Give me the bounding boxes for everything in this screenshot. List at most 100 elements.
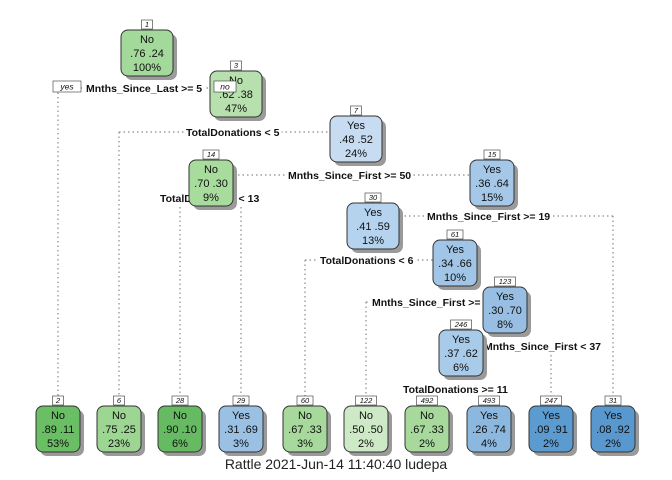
node-percentage: 6%	[453, 362, 469, 374]
node-probabilities: .67 .33	[410, 424, 444, 436]
node-number-box	[364, 192, 382, 203]
split-label-bg	[84, 82, 205, 96]
node-box	[404, 405, 450, 453]
node-number-box	[52, 395, 64, 406]
node-box	[188, 159, 234, 207]
node-class-label: No	[204, 164, 218, 176]
node-box	[282, 405, 328, 453]
node-number: 492	[421, 396, 434, 405]
split-label-bg	[184, 126, 282, 140]
node-box	[96, 405, 142, 453]
node-probabilities: .50 .50	[349, 424, 383, 436]
node-percentage: 15%	[481, 192, 503, 204]
svg-text:yes: yes	[59, 82, 74, 92]
node-class-label: No	[51, 410, 65, 422]
node-number-box	[478, 395, 500, 406]
node-box	[466, 405, 512, 453]
node-number-box	[202, 149, 220, 160]
node-box	[218, 405, 264, 453]
tree-node-6: 6 No .75 .25 23%	[96, 395, 145, 456]
tree-node-492: 492 No .67 .33 2%	[404, 395, 453, 456]
node-number: 7	[354, 106, 359, 115]
footer-caption: Rattle 2021-Jun-14 11:40:40 ludepa	[224, 456, 448, 472]
node-box	[346, 202, 400, 250]
tree-node-60: 60 No .67 .33 3%	[282, 395, 331, 456]
node-percentage: 23%	[108, 438, 130, 450]
node-probabilities: .26 .74	[472, 424, 506, 436]
node-probabilities: .30 .70	[488, 305, 522, 317]
node-percentage: 10%	[444, 272, 466, 284]
node-number: 123	[499, 277, 512, 286]
tree-node-28: 28 No .90 .10 6%	[157, 395, 206, 456]
node-probabilities: .48 .52	[339, 134, 373, 146]
node-class-label: Yes	[452, 334, 470, 346]
node-probabilities: .89 .11	[42, 424, 75, 436]
node-box	[482, 286, 528, 334]
node-number: 122	[360, 396, 373, 405]
tree-node-493: 493 Yes .26 .74 4%	[466, 395, 515, 456]
node-number-box	[494, 276, 516, 287]
node-number: 61	[451, 230, 459, 239]
tree-node-7: 7 Yes .48 .52 24%	[329, 105, 386, 166]
node-number: 14	[207, 150, 215, 159]
node-percentage: 4%	[481, 438, 497, 450]
node-box	[528, 405, 574, 453]
tree-node-122: 122 No .50 .50 2%	[343, 395, 392, 456]
node-class-label: Yes	[347, 120, 365, 132]
node-class-label: Yes	[542, 410, 560, 422]
node-number-box	[446, 229, 464, 240]
svg-text:no: no	[220, 82, 230, 92]
node-percentage: 100%	[133, 62, 161, 74]
node-class-label: Yes	[480, 410, 498, 422]
node-class-label: Yes	[364, 207, 382, 219]
node-percentage: 24%	[345, 148, 367, 160]
node-probabilities: .09 .91	[534, 424, 568, 436]
node-probabilities: .70 .30	[194, 178, 228, 190]
node-class-label: Yes	[604, 410, 622, 422]
tree-node-30: 30 Yes .41 .59 13%	[346, 192, 403, 253]
node-number-box	[540, 395, 562, 406]
node-class-label: Yes	[496, 291, 514, 303]
node-number: 15	[488, 150, 497, 159]
node-number: 6	[117, 396, 122, 405]
node-number-box	[171, 395, 189, 406]
node-number-box	[604, 395, 622, 406]
node-probabilities: .31 .69	[224, 424, 258, 436]
node-class-label: Yes	[446, 244, 464, 256]
node-probabilities: .37 .62	[444, 348, 478, 360]
split-label-bg	[425, 210, 553, 224]
node-percentage: 2%	[605, 438, 621, 450]
node-number: 493	[483, 396, 496, 405]
node-number-box	[296, 395, 314, 406]
root-yes-branch-label: yes	[52, 80, 82, 93]
split-label-s123: Mnths_Since_First < 37	[484, 341, 601, 353]
node-number: 29	[236, 396, 246, 405]
node-percentage: 2%	[358, 438, 374, 450]
node-number-box	[113, 395, 125, 406]
node-probabilities: .36 .64	[475, 178, 509, 190]
node-class-label: Yes	[232, 410, 250, 422]
root-no-branch-label: no	[213, 80, 237, 93]
node-percentage: 3%	[233, 438, 249, 450]
split-label-bg	[318, 254, 416, 268]
node-percentage: 2%	[419, 438, 435, 450]
node-number: 60	[301, 396, 310, 405]
tree-node-246: 246 Yes .37 .62 6%	[438, 319, 487, 380]
split-label-bg	[370, 296, 498, 310]
node-number-box	[355, 395, 377, 406]
node-number: 2	[55, 396, 61, 405]
node-number: 1	[145, 20, 149, 29]
node-box	[469, 159, 515, 207]
node-class-label: No	[359, 410, 373, 422]
split-label-layer: Mnths_Since_Last >= 5 TotalDonations < 5 M…	[84, 82, 604, 397]
node-probabilities: .34 .66	[438, 258, 472, 270]
tree-node-247: 247 Yes .09 .91 2%	[528, 395, 577, 456]
node-number: 247	[544, 396, 558, 405]
split-label-s30: TotalDonations < 6	[320, 255, 414, 267]
split-label-bg	[286, 169, 414, 183]
node-number: 31	[609, 396, 617, 405]
split-label-s15: Mnths_Since_First >= 19	[427, 211, 550, 223]
node-number-box	[141, 19, 153, 30]
